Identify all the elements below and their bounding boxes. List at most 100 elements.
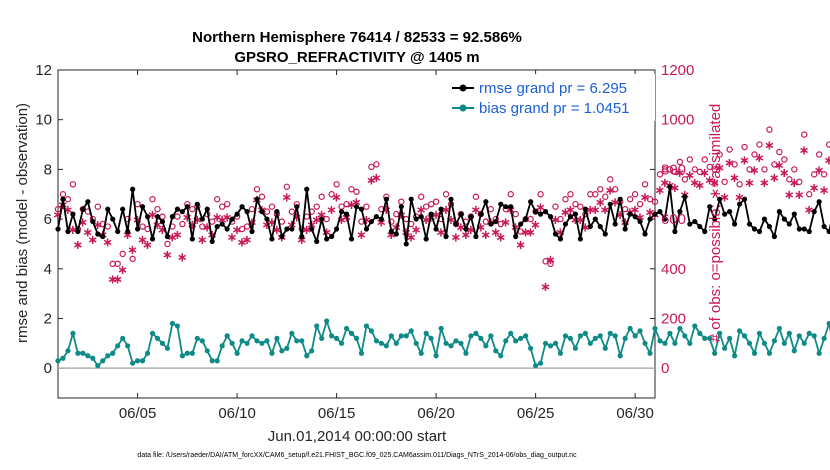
- rmse-point: [204, 206, 210, 212]
- rmse-point: [518, 221, 524, 227]
- bias-point: [199, 338, 205, 344]
- possible-obs-point: [154, 205, 161, 213]
- legend-bias-label: bias grand pr = 1.0451: [479, 100, 630, 117]
- possible-obs-point: [537, 191, 544, 198]
- possible-obs-point: [691, 166, 699, 173]
- possible-obs-point: [781, 156, 788, 163]
- assimilated-obs-point: ∗: [172, 227, 183, 242]
- rmse-point: [443, 233, 449, 240]
- rmse-point: [796, 226, 802, 232]
- rmse-point: [577, 236, 583, 242]
- assimilated-obs-point: ∗: [371, 170, 382, 185]
- assimilated-obs-point: ∗: [336, 212, 347, 227]
- rmse-point: [582, 206, 588, 212]
- bias-point: [652, 325, 658, 332]
- assimilated-obs-point: ∗: [266, 215, 277, 230]
- legend-rmse-marker: [459, 84, 467, 92]
- bias-point: [209, 358, 215, 364]
- rmse-point: [463, 226, 469, 232]
- assimilated-obs-point: ∗: [142, 237, 153, 252]
- bias-point: [756, 330, 763, 336]
- rmse-point: [632, 214, 638, 220]
- y-tick-label: 10: [35, 112, 52, 129]
- rmse-point: [189, 236, 195, 242]
- possible-obs-point: [512, 210, 519, 218]
- rmse-point: [149, 236, 156, 242]
- rmse-point: [329, 233, 335, 240]
- bias-point: [130, 360, 136, 366]
- assimilated-obs-point: ∗: [242, 232, 253, 247]
- assimilated-obs-point: ∗: [87, 232, 98, 247]
- bias-point: [722, 345, 728, 351]
- bias-point: [562, 333, 569, 339]
- rmse-point: [766, 223, 773, 230]
- assimilated-obs-point: ∗: [530, 217, 541, 232]
- assimilated-obs-point: ∗: [814, 162, 825, 177]
- rmse-point: [383, 196, 389, 202]
- rmse-point: [537, 211, 544, 217]
- assimilated-obs-point: ∗: [714, 160, 725, 175]
- bias-point: [478, 335, 484, 341]
- assimilated-obs-point: ∗: [431, 207, 442, 222]
- possible-obs-point: [771, 161, 778, 168]
- possible-obs-point: [442, 191, 450, 198]
- rmse-point: [279, 233, 285, 240]
- bias-point: [697, 330, 703, 336]
- rmse-point: [547, 214, 554, 220]
- assimilated-obs-point: ∗: [560, 205, 571, 220]
- possible-obs-point: [149, 196, 156, 203]
- rmse-point: [274, 209, 280, 215]
- rmse-point: [637, 218, 643, 225]
- bias-point: [448, 343, 454, 349]
- bias-point: [184, 350, 190, 356]
- possible-obs-point: [796, 178, 803, 186]
- assimilated-obs-point: ∗: [386, 227, 397, 242]
- y-tick-label: 0: [44, 360, 52, 377]
- assimilated-obs-point: ∗: [177, 249, 188, 264]
- possible-obs-point: [547, 260, 554, 268]
- y-tick-label: 12: [35, 62, 52, 79]
- possible-obs-point: [348, 186, 355, 193]
- possible-obs-point: [388, 218, 395, 225]
- assimilated-obs-series: ∗∗∗∗∗∗∗∗∗∗∗∗∗∗∗∗∗∗∗∗∗∗∗∗∗∗∗∗∗∗∗∗∗∗∗∗∗∗∗ ∗…: [53, 138, 830, 295]
- bias-point: [587, 340, 593, 346]
- possible-obs-point: [696, 168, 703, 176]
- assimilated-obs-point: ∗: [77, 215, 88, 230]
- bias-point: [647, 350, 653, 356]
- rmse-point: [761, 216, 768, 222]
- bias-point: [403, 333, 409, 339]
- bias-point: [105, 353, 111, 359]
- assimilated-obs-point: ∗: [167, 229, 178, 244]
- assimilated-obs-point: ∗: [261, 217, 272, 232]
- possible-obs-point: [806, 191, 813, 198]
- x-tick-label: 06/05: [119, 405, 157, 422]
- rmse-point: [358, 206, 365, 212]
- possible-obs-point: [786, 176, 793, 183]
- assimilated-obs-point: ∗: [157, 222, 168, 237]
- assimilated-obs-point: ∗: [754, 150, 765, 165]
- rmse-point: [403, 241, 409, 247]
- assimilated-obs-point: ∗: [281, 190, 292, 205]
- rmse-point: [85, 199, 91, 205]
- bias-point: [378, 340, 384, 346]
- rmse-point: [343, 211, 350, 217]
- bias-point: [488, 333, 494, 339]
- possible-obs-point: [94, 203, 102, 210]
- rmse-point: [453, 221, 459, 227]
- bias-point: [229, 340, 235, 346]
- bias-point: [159, 340, 166, 346]
- assimilated-obs-point: ∗: [271, 222, 282, 237]
- assimilated-obs-point: ∗: [779, 165, 790, 180]
- bias-point: [204, 348, 210, 354]
- possible-obs-point: [427, 200, 435, 208]
- assimilated-obs-point: ∗: [232, 222, 243, 237]
- y-tick-label: 2: [44, 310, 52, 327]
- assimilated-obs-point: ∗: [67, 222, 78, 237]
- y-right-tick-label: 200: [661, 310, 686, 327]
- assimilated-obs-point: ∗: [321, 225, 332, 240]
- assimilated-obs-point: ∗: [465, 222, 476, 237]
- possible-obs-point: [482, 218, 490, 225]
- bias-point: [557, 350, 564, 356]
- possible-obs-point: [676, 158, 684, 166]
- bias-point: [781, 340, 787, 346]
